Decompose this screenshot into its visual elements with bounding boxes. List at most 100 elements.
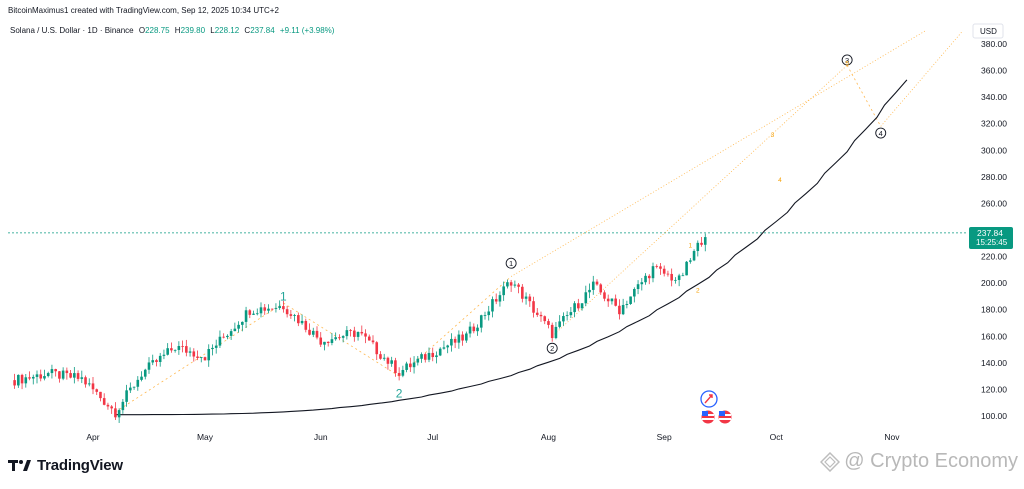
candle[interactable] (129, 382, 132, 393)
candle[interactable] (158, 352, 162, 367)
candle[interactable] (603, 290, 606, 302)
candle[interactable] (591, 275, 595, 295)
candle[interactable] (99, 391, 102, 402)
candle[interactable] (114, 402, 117, 420)
candle[interactable] (91, 376, 95, 395)
candle[interactable] (427, 347, 431, 363)
candle[interactable] (166, 343, 169, 356)
candle[interactable] (364, 329, 367, 344)
candle[interactable] (498, 291, 502, 307)
support-curve[interactable] (115, 79, 908, 416)
candle[interactable] (670, 268, 673, 287)
wave-label-circle[interactable] (841, 54, 853, 66)
candle[interactable] (300, 314, 304, 325)
candle[interactable] (532, 296, 535, 318)
candle[interactable] (655, 264, 659, 269)
candle[interactable] (87, 378, 91, 387)
candle[interactable] (211, 344, 214, 356)
candle[interactable] (13, 373, 16, 389)
candle[interactable] (207, 344, 211, 367)
minor-wave-label[interactable]: 5 (845, 60, 849, 67)
candle[interactable] (297, 312, 300, 327)
candle[interactable] (651, 262, 655, 283)
candle[interactable] (580, 303, 584, 311)
candle[interactable] (237, 321, 240, 333)
candle[interactable] (539, 311, 543, 322)
candle[interactable] (502, 281, 505, 301)
candle[interactable] (132, 386, 136, 390)
candle[interactable] (535, 308, 539, 317)
candle[interactable] (54, 368, 57, 377)
candle[interactable] (700, 237, 703, 247)
candle[interactable] (147, 357, 151, 374)
candle[interactable] (685, 261, 688, 276)
candle[interactable] (330, 333, 334, 346)
candle[interactable] (50, 364, 54, 379)
candle[interactable] (457, 330, 461, 349)
candle[interactable] (409, 357, 412, 373)
candle[interactable] (360, 325, 364, 336)
projection-line[interactable] (283, 302, 400, 377)
candle[interactable] (24, 373, 28, 388)
projection-line[interactable] (846, 65, 882, 127)
candle[interactable] (453, 336, 457, 349)
projection-line[interactable] (880, 30, 964, 127)
candle[interactable] (173, 349, 177, 353)
candle[interactable] (629, 296, 632, 305)
wave-label-circle[interactable] (505, 257, 517, 269)
minor-wave-label[interactable]: 1 (689, 242, 693, 249)
candle[interactable] (696, 240, 700, 257)
candle[interactable] (367, 334, 371, 341)
candle[interactable] (465, 331, 468, 343)
wave-label[interactable]: 1 (280, 289, 287, 303)
candle[interactable] (394, 357, 397, 377)
candle[interactable] (521, 284, 524, 303)
candle[interactable] (185, 339, 188, 357)
candle[interactable] (177, 341, 181, 355)
candle[interactable] (487, 305, 491, 321)
candle[interactable] (606, 294, 610, 307)
candle[interactable] (562, 312, 565, 326)
candle[interactable] (323, 341, 326, 351)
candle[interactable] (397, 367, 401, 381)
candle[interactable] (95, 388, 99, 396)
candle[interactable] (73, 366, 76, 384)
candle[interactable] (259, 302, 263, 318)
candle[interactable] (621, 298, 625, 316)
candle[interactable] (121, 398, 125, 414)
candle[interactable] (84, 375, 87, 388)
candle[interactable] (20, 373, 24, 390)
candle[interactable] (311, 327, 315, 338)
candle[interactable] (102, 393, 106, 406)
candle[interactable] (692, 249, 696, 262)
candle[interactable] (125, 384, 128, 407)
candle[interactable] (356, 331, 360, 341)
candle[interactable] (188, 347, 192, 357)
candle[interactable] (43, 369, 46, 381)
candle[interactable] (569, 307, 573, 319)
minor-wave-label[interactable]: 3 (771, 132, 775, 139)
projection-line[interactable] (551, 64, 848, 337)
candle[interactable] (293, 313, 296, 322)
wave-label-circle[interactable] (875, 127, 887, 139)
candle[interactable] (117, 408, 121, 423)
candle[interactable] (270, 308, 274, 311)
projection-line[interactable] (510, 30, 926, 277)
projection-line[interactable] (115, 302, 284, 413)
candle[interactable] (192, 348, 196, 362)
candle[interactable] (61, 367, 65, 381)
candle[interactable] (304, 318, 308, 333)
candle[interactable] (267, 304, 270, 314)
candle[interactable] (584, 285, 588, 307)
candle[interactable] (308, 323, 311, 336)
candle[interactable] (136, 376, 140, 391)
candle[interactable] (233, 322, 237, 332)
candle[interactable] (386, 356, 390, 370)
candle[interactable] (278, 300, 281, 310)
candle[interactable] (17, 374, 20, 388)
candle[interactable] (681, 272, 685, 277)
candle[interactable] (263, 304, 267, 315)
candle[interactable] (547, 318, 550, 329)
candle[interactable] (106, 402, 110, 410)
candle[interactable] (28, 371, 31, 381)
